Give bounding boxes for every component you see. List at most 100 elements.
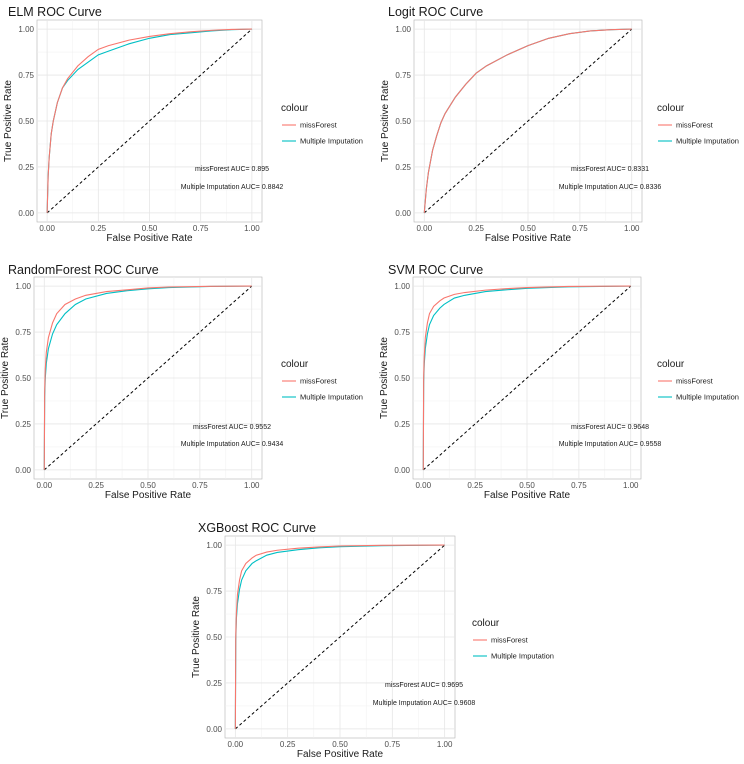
y-tick-label: 0.50 <box>394 374 410 383</box>
legend-label: missForest <box>676 121 714 130</box>
legend-label: Multiple Imputation <box>300 137 363 146</box>
legend-label: missForest <box>300 377 338 386</box>
auc-annotation-multiple-imputation: Multiple Imputation AUC= 0.9558 <box>559 441 662 448</box>
x-tick-label: 0.50 <box>332 740 348 749</box>
auc-annotation-missforest: missForest AUC= 0.9552 <box>193 424 271 431</box>
x-tick-label: 1.00 <box>244 224 260 233</box>
roc-line-multiple-imputation <box>43 285 252 470</box>
diagonal-reference-line <box>46 28 253 214</box>
legend-label: missForest <box>491 636 529 645</box>
y-tick-label: 0.25 <box>395 163 411 172</box>
x-tick-label: 0.25 <box>468 224 484 233</box>
y-axis-title: True Positive Rate <box>191 596 202 678</box>
y-tick-label: 1.00 <box>394 282 410 291</box>
y-tick-label: 0.50 <box>18 117 34 126</box>
roc-line-missforest <box>422 285 631 470</box>
legend: colour missForest Multiple Imputation <box>472 618 554 661</box>
auc-annotation-missforest: missForest AUC= 0.8331 <box>571 166 649 173</box>
x-tick-label: 0.75 <box>572 224 588 233</box>
x-axis-title: False Positive Rate <box>485 233 572 244</box>
diagonal-reference-line <box>423 28 633 214</box>
y-tick-label: 0.50 <box>395 117 411 126</box>
y-tick-label: 0.25 <box>15 420 31 429</box>
x-tick-label: 1.00 <box>437 740 453 749</box>
y-tick-label: 0.25 <box>18 163 34 172</box>
y-tick-label: 0.00 <box>395 209 411 218</box>
legend-title: colour <box>472 618 500 629</box>
x-tick-label: 1.00 <box>624 224 640 233</box>
y-axis-title: True Positive Rate <box>0 337 11 419</box>
legend: colour missForest Multiple Imputation <box>657 359 739 402</box>
x-tick-label: 1.00 <box>244 481 260 490</box>
y-tick-label: 1.00 <box>206 541 222 550</box>
x-tick-label: 0.75 <box>385 740 401 749</box>
chart-title: SVM ROC Curve <box>388 263 483 277</box>
x-tick-label: 1.00 <box>623 481 639 490</box>
x-axis-title: False Positive Rate <box>105 490 192 501</box>
x-tick-label: 0.50 <box>142 224 158 233</box>
y-axis-title: True Positive Rate <box>379 337 390 419</box>
gridlines <box>37 20 262 222</box>
y-tick-label: 0.75 <box>395 71 411 80</box>
y-axis-title: True Positive Rate <box>380 80 391 162</box>
legend-label: missForest <box>676 377 714 386</box>
legend-label: Multiple Imputation <box>676 137 739 146</box>
diagonal-reference-line <box>43 285 253 471</box>
legend-title: colour <box>657 359 685 370</box>
y-tick-label: 0.25 <box>206 679 222 688</box>
chart-title: Logit ROC Curve <box>388 5 483 19</box>
legend: colour missForest Multiple Imputation <box>657 103 739 146</box>
y-tick-label: 0.00 <box>15 466 31 475</box>
y-tick-label: 0.75 <box>394 328 410 337</box>
auc-annotation-missforest: missForest AUC= 0.9648 <box>571 424 649 431</box>
x-tick-label: 0.00 <box>415 481 431 490</box>
chart-title: XGBoost ROC Curve <box>198 521 316 535</box>
x-tick-label: 0.25 <box>280 740 296 749</box>
y-tick-label: 1.00 <box>15 282 31 291</box>
chart-title: RandomForest ROC Curve <box>8 263 159 277</box>
x-tick-label: 0.50 <box>519 481 535 490</box>
y-tick-label: 1.00 <box>18 25 34 34</box>
y-tick-label: 0.00 <box>18 209 34 218</box>
roc-line-missforest <box>423 28 632 213</box>
x-tick-label: 0.50 <box>140 481 156 490</box>
y-tick-label: 0.75 <box>206 587 222 596</box>
auc-annotation-multiple-imputation: Multiple Imputation AUC= 0.8336 <box>559 184 662 191</box>
y-axis-title: True Positive Rate <box>3 80 14 162</box>
auc-annotation-multiple-imputation: Multiple Imputation AUC= 0.9608 <box>373 700 476 707</box>
x-tick-label: 0.75 <box>571 481 587 490</box>
x-tick-label: 0.25 <box>91 224 107 233</box>
y-tick-label: 0.00 <box>206 725 222 734</box>
y-tick-label: 0.00 <box>394 466 410 475</box>
x-tick-label: 0.50 <box>520 224 536 233</box>
x-tick-label: 0.75 <box>193 224 209 233</box>
roc-panel-2: Logit ROC Curve 0.00 0.00 0.25 0.25 0.50 0.50 0… <box>380 5 739 244</box>
legend-label: Multiple Imputation <box>676 393 739 402</box>
x-axis-title: False Positive Rate <box>484 490 571 501</box>
y-tick-label: 0.25 <box>394 420 410 429</box>
auc-annotation-missforest: missForest AUC= 0.9695 <box>385 682 463 689</box>
legend-title: colour <box>281 359 309 370</box>
legend: colour missForest Multiple Imputation <box>281 359 363 402</box>
auc-annotation-missforest: missForest AUC= 0.895 <box>195 166 269 173</box>
y-tick-label: 0.50 <box>206 633 222 642</box>
y-tick-label: 0.75 <box>18 71 34 80</box>
y-tick-label: 1.00 <box>395 25 411 34</box>
chart-title: ELM ROC Curve <box>8 5 102 19</box>
x-axis-title: False Positive Rate <box>297 749 384 760</box>
roc-line-missforest <box>46 28 252 213</box>
diagonal-reference-line <box>422 285 632 471</box>
diagonal-reference-line <box>235 544 445 730</box>
legend-label: Multiple Imputation <box>300 393 363 402</box>
x-tick-label: 0.00 <box>36 481 52 490</box>
roc-panel-5: XGBoost ROC Curve 0.00 0.00 0.25 0.25 0.50 0.5… <box>191 521 554 760</box>
auc-annotation-multiple-imputation: Multiple Imputation AUC= 0.8842 <box>181 184 284 191</box>
x-tick-label: 0.00 <box>228 740 244 749</box>
roc-panel-4: SVM ROC Curve 0.00 0.00 0.25 0.25 0.50 0.50 0.7… <box>379 263 739 501</box>
legend-title: colour <box>657 103 685 114</box>
x-tick-label: 0.25 <box>88 481 104 490</box>
roc-panel-1: ELM ROC Curve 0.00 0.00 0.25 0.25 0.50 0.50 0.7… <box>3 5 363 244</box>
y-tick-label: 0.50 <box>15 374 31 383</box>
x-axis-title: False Positive Rate <box>106 233 193 244</box>
